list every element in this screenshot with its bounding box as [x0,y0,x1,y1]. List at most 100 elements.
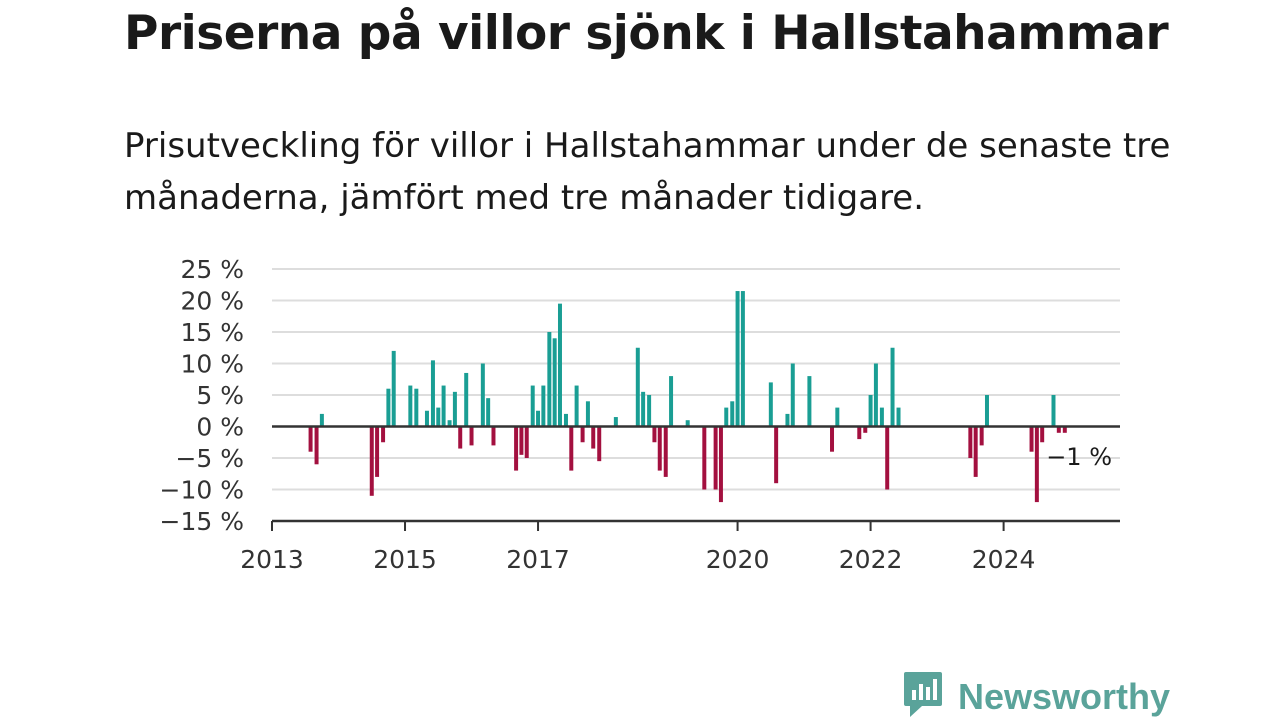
bar [868,395,873,427]
bar [569,426,574,471]
bar [774,426,779,484]
y-tick-label: −15 % [160,507,244,536]
bar [424,410,429,427]
bar [563,413,568,427]
y-tick-label: −10 % [160,476,244,505]
bar [702,426,707,490]
bar [713,426,718,490]
bar [514,426,519,471]
x-tick-label: 2015 [373,545,437,574]
bar [896,407,901,427]
bar [1034,426,1039,503]
bar [391,350,396,427]
y-tick-label: 0 % [196,413,244,442]
bar [768,382,773,427]
y-tick-label: −5 % [175,444,244,473]
bar [1051,395,1056,427]
x-axis [271,425,1120,531]
x-axis-tick-labels: 2013 2015 2017 2020 2022 2024 [240,545,1035,574]
bar [890,347,895,427]
bar [857,426,862,440]
bar [464,372,469,427]
bar [647,395,652,427]
x-tick-label: 2020 [706,545,770,574]
bar [669,376,674,427]
bar [375,426,380,477]
y-tick-label: 5 % [196,381,244,410]
bar [541,385,546,427]
bar [452,391,457,427]
y-tick-label: 15 % [180,318,244,347]
y-tick-label: 20 % [180,287,244,316]
x-tick-label: 2024 [972,545,1036,574]
bar [469,426,474,446]
brand-name: Newsworthy [958,676,1171,717]
bar [547,332,552,427]
bar [652,426,657,443]
bar [414,388,419,427]
newsworthy-brand[interactable]: Newsworthy [902,670,1170,724]
bar [635,347,640,427]
bar [486,398,491,427]
bar [580,426,585,443]
bar [979,426,984,446]
bar [1056,426,1061,433]
bar [319,413,324,427]
bar [968,426,973,458]
bars [308,291,1067,503]
bar [1040,426,1045,443]
y-tick-label: 10 % [180,350,244,379]
bar [657,426,662,471]
bar [524,426,529,458]
bar [724,407,729,427]
bar [591,426,596,449]
bar [863,426,868,433]
chart-title: Priserna på villor sjönk i Hallstahammar [124,6,1169,61]
bar [790,363,795,427]
bar [430,360,435,427]
newsworthy-logo-icon [902,670,944,724]
bar [386,388,391,427]
bar [536,410,541,427]
bar [879,407,884,427]
bar [480,363,485,427]
bar [458,426,463,449]
bar [436,407,441,427]
x-tick-label: 2017 [506,545,570,574]
bar [408,385,413,427]
y-tick-label: 25 % [180,255,244,284]
bar [491,426,496,446]
grid-lines [272,268,1120,491]
bar [740,291,745,427]
bar [613,417,618,427]
bar [519,426,524,455]
bar [830,426,835,452]
bar [885,426,890,490]
x-tick-label: 2022 [839,545,903,574]
bar [641,391,646,427]
bar [785,413,790,427]
bar [735,291,740,427]
bar [441,385,446,427]
bar [314,426,319,465]
bar [447,420,452,427]
bar [873,363,878,427]
chart-subtitle: Prisutveckling för villor i Hallstahamma… [124,126,1171,218]
last-value-label: −1 % [1046,443,1112,471]
bar [835,407,840,427]
bar [1029,426,1034,452]
bar [381,426,386,443]
bar [984,395,989,427]
x-tick-label: 2013 [240,545,304,574]
bar [718,426,723,503]
bar [597,426,602,462]
bar [585,401,590,427]
bar [557,303,562,427]
bar [308,426,313,452]
bar [973,426,978,477]
y-axis-tick-labels: 25 % 20 %15 % 10 %5 % 0 %−5 % −10 %−15 % [160,255,244,536]
bar [807,376,812,427]
bar [730,401,735,427]
bar [1062,426,1067,433]
